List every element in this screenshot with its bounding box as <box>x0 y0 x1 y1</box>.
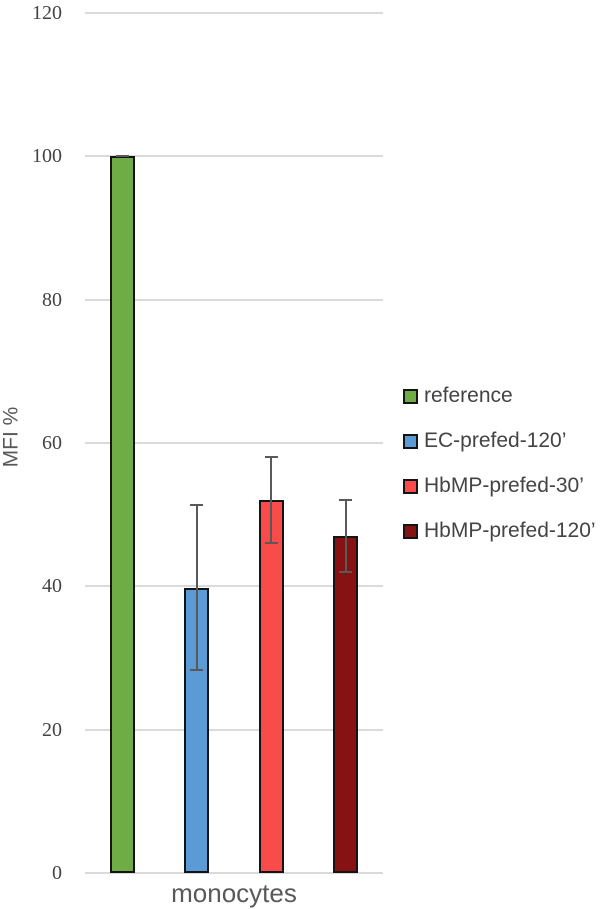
legend-swatch-icon <box>403 523 418 539</box>
x-axis-category-label: monocytes <box>171 878 297 908</box>
gridline-100 <box>85 155 383 158</box>
error-bar <box>195 505 198 671</box>
error-bar-cap <box>264 456 278 459</box>
error-bar-cap <box>264 542 278 545</box>
gridline-0 <box>85 872 383 874</box>
error-bar-cap <box>190 504 204 507</box>
legend-item-hbmp-prefed-120-: HbMP-prefed-120’ <box>403 516 596 546</box>
legend-item-hbmp-prefed-30-: HbMP-prefed-30’ <box>403 471 596 501</box>
y-tick-label-0: 0 <box>52 862 62 884</box>
error-bar-cap <box>115 155 129 158</box>
error-bar-cap <box>190 669 204 672</box>
y-tick-label-120: 120 <box>32 2 62 24</box>
legend-swatch-icon <box>403 388 418 404</box>
bar-hbmp-prefed-120- <box>333 536 359 873</box>
error-bar <box>344 500 347 572</box>
legend-item-reference: reference <box>403 381 596 411</box>
y-tick-label-20: 20 <box>42 718 62 741</box>
legend-label: HbMP-prefed-120’ <box>424 519 596 542</box>
y-tick-label-100: 100 <box>32 145 62 168</box>
error-bar-cap <box>339 571 353 573</box>
bar-hbmp-prefed-30- <box>258 500 284 873</box>
error-bar <box>270 457 273 544</box>
legend-swatch-icon <box>403 478 418 494</box>
gridline-20 <box>85 728 383 731</box>
gridline-60 <box>85 442 383 444</box>
gridline-40 <box>85 585 383 588</box>
error-bar-cap <box>339 499 353 502</box>
legend: reference EC-prefed-120’ HbMP-prefed-30’ Hb… <box>403 381 596 561</box>
legend-item-ec-prefed-120-: EC-prefed-120’ <box>403 426 596 456</box>
gridline-80 <box>85 298 383 301</box>
y-tick-label-60: 60 <box>42 432 62 454</box>
bar-reference <box>109 156 135 873</box>
plot-area <box>85 12 383 874</box>
legend-swatch-icon <box>403 433 418 449</box>
y-tick-label-80: 80 <box>42 288 62 311</box>
gridline-120 <box>85 12 383 14</box>
legend-label: EC-prefed-120’ <box>424 429 567 452</box>
legend-label: HbMP-prefed-30’ <box>424 474 584 497</box>
legend-label: reference <box>424 384 513 407</box>
y-tick-label-40: 40 <box>42 575 62 598</box>
